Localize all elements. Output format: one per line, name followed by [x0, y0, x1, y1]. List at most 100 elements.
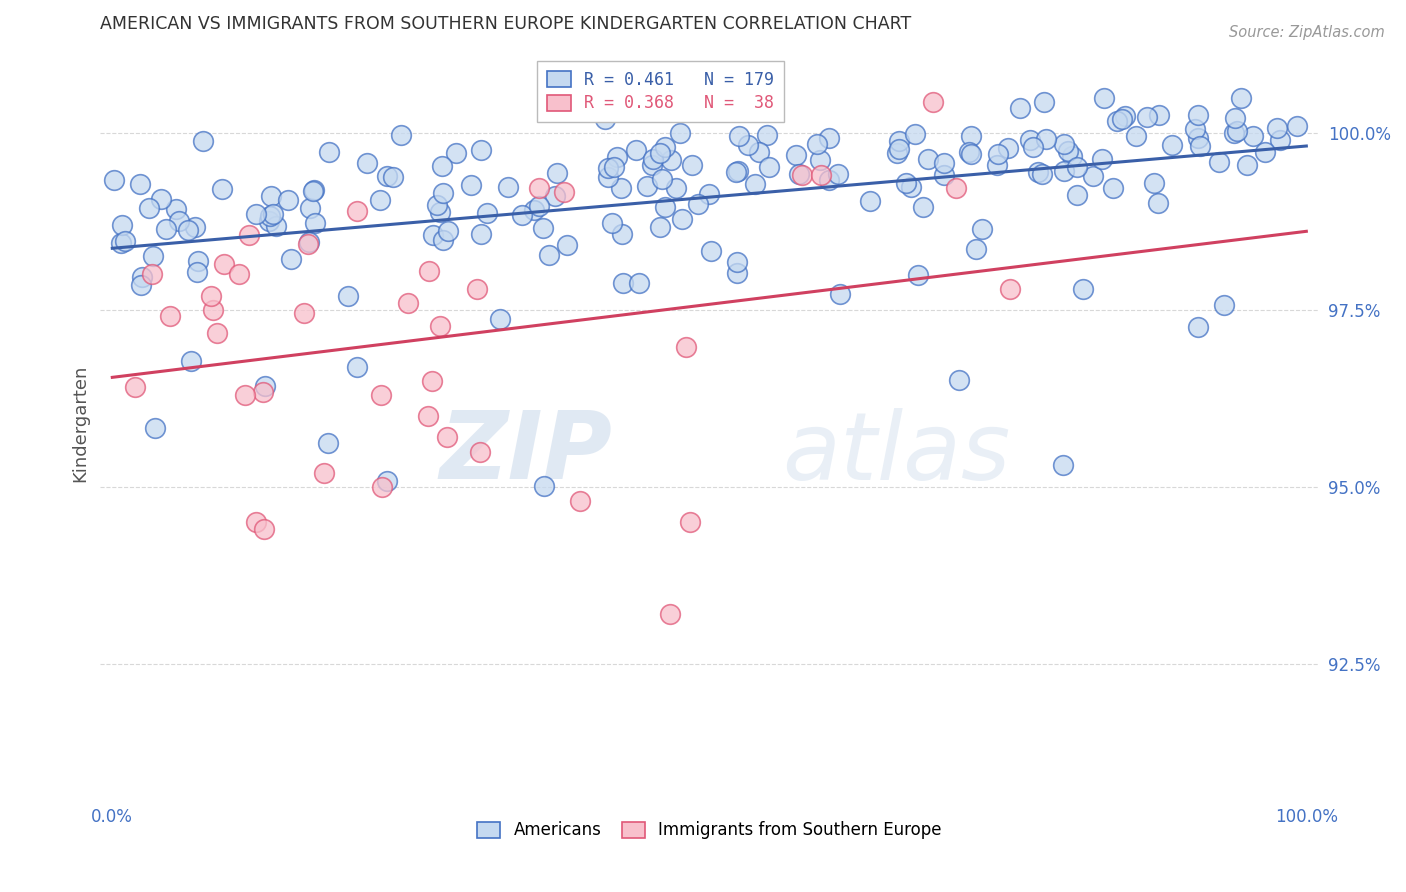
- Point: [1053, 136, 1076, 151]
- Point: [827, 167, 849, 181]
- Point: [238, 227, 260, 242]
- Point: [1241, 128, 1264, 143]
- Point: [886, 145, 908, 160]
- Point: [606, 150, 628, 164]
- Point: [1125, 128, 1147, 143]
- Point: [904, 127, 927, 141]
- Point: [531, 221, 554, 235]
- Point: [527, 199, 550, 213]
- Point: [986, 158, 1008, 172]
- Point: [298, 201, 321, 215]
- Point: [624, 143, 647, 157]
- Point: [114, 234, 136, 248]
- Point: [1286, 120, 1309, 134]
- Point: [202, 302, 225, 317]
- Point: [207, 326, 229, 340]
- Legend: Americans, Immigrants from Southern Europe: Americans, Immigrants from Southern Euro…: [470, 814, 948, 846]
- Point: [1229, 91, 1251, 105]
- Point: [830, 287, 852, 301]
- Point: [396, 296, 419, 310]
- Point: [907, 268, 929, 282]
- Point: [253, 522, 276, 536]
- Point: [262, 207, 284, 221]
- Point: [138, 201, 160, 215]
- Point: [523, 202, 546, 217]
- Point: [1081, 169, 1104, 184]
- Point: [596, 161, 619, 176]
- Point: [297, 237, 319, 252]
- Point: [1057, 145, 1080, 159]
- Point: [143, 421, 166, 435]
- Point: [636, 179, 658, 194]
- Point: [553, 185, 575, 199]
- Point: [1071, 282, 1094, 296]
- Point: [432, 233, 454, 247]
- Point: [187, 253, 209, 268]
- Point: [896, 176, 918, 190]
- Point: [280, 252, 302, 267]
- Point: [1032, 95, 1054, 109]
- Point: [671, 212, 693, 227]
- Point: [422, 228, 444, 243]
- Point: [725, 165, 748, 179]
- Point: [186, 265, 208, 279]
- Point: [1114, 109, 1136, 123]
- Point: [370, 480, 392, 494]
- Point: [1225, 111, 1247, 125]
- Point: [900, 180, 922, 194]
- Point: [538, 248, 561, 262]
- Point: [1053, 164, 1076, 178]
- Point: [1066, 187, 1088, 202]
- Point: [302, 183, 325, 197]
- Point: [699, 244, 721, 259]
- Point: [110, 236, 132, 251]
- Point: [1265, 121, 1288, 136]
- Point: [356, 155, 378, 169]
- Point: [987, 147, 1010, 161]
- Point: [429, 319, 451, 334]
- Point: [651, 172, 673, 186]
- Point: [665, 180, 688, 194]
- Point: [496, 180, 519, 194]
- Point: [141, 267, 163, 281]
- Point: [1090, 152, 1112, 166]
- Point: [543, 189, 565, 203]
- Point: [603, 160, 626, 174]
- Point: [641, 152, 664, 166]
- Point: [233, 388, 256, 402]
- Point: [659, 153, 682, 167]
- Point: [1092, 91, 1115, 105]
- Point: [429, 204, 451, 219]
- Point: [650, 219, 672, 234]
- Point: [314, 466, 336, 480]
- Point: [259, 209, 281, 223]
- Point: [177, 223, 200, 237]
- Point: [1105, 114, 1128, 128]
- Point: [675, 340, 697, 354]
- Point: [1147, 108, 1170, 122]
- Point: [488, 311, 510, 326]
- Point: [917, 153, 939, 167]
- Point: [193, 134, 215, 148]
- Text: AMERICAN VS IMMIGRANTS FROM SOUTHERN EUROPE KINDERGARTEN CORRELATION CHART: AMERICAN VS IMMIGRANTS FROM SOUTHERN EUR…: [100, 15, 911, 33]
- Point: [468, 444, 491, 458]
- Point: [375, 169, 398, 183]
- Point: [124, 380, 146, 394]
- Point: [304, 216, 326, 230]
- Point: [612, 227, 634, 241]
- Point: [165, 202, 187, 217]
- Point: [859, 194, 882, 208]
- Point: [658, 607, 681, 622]
- Point: [654, 200, 676, 214]
- Point: [512, 208, 534, 222]
- Point: [641, 158, 664, 172]
- Point: [960, 147, 983, 161]
- Point: [756, 128, 779, 142]
- Point: [1147, 195, 1170, 210]
- Point: [889, 142, 911, 156]
- Point: [389, 128, 412, 142]
- Point: [432, 186, 454, 201]
- Point: [180, 354, 202, 368]
- Point: [377, 474, 399, 488]
- Point: [945, 180, 967, 194]
